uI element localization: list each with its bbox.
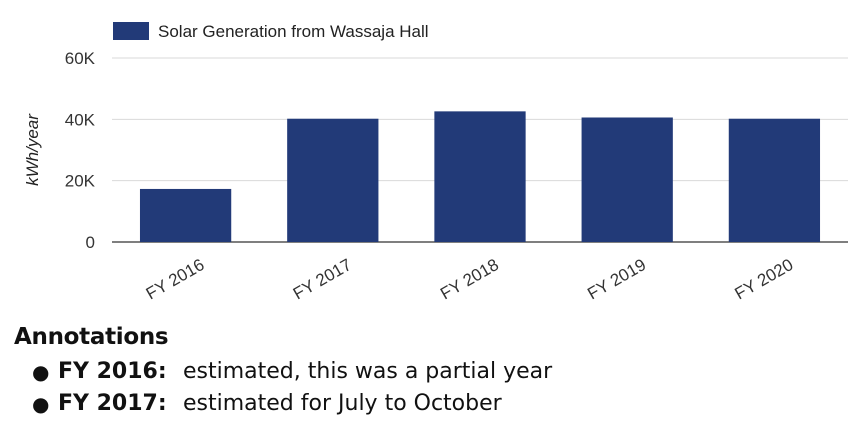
y-tick-label: 0 [86, 233, 95, 252]
bar [434, 111, 526, 242]
x-tick-label: FY 2017 [290, 255, 355, 303]
y-tick-label: 60K [65, 49, 96, 68]
annotation-key: FY 2017: [58, 391, 167, 416]
bar [581, 117, 673, 242]
y-axis-label: kWh/year [23, 113, 42, 186]
x-tick-label: FY 2019 [584, 255, 649, 303]
annotations-heading: Annotations [14, 324, 169, 350]
annotation-key: FY 2016: [58, 359, 167, 384]
x-tick-label: FY 2018 [437, 255, 502, 303]
annotation-text: estimated for July to October [183, 391, 502, 416]
legend-swatch [113, 22, 149, 40]
x-tick-label: FY 2020 [732, 255, 797, 303]
annotation-item: ● FY 2016: estimated, this was a partial… [32, 356, 854, 388]
bar [287, 118, 379, 242]
bullet-icon: ● [32, 360, 50, 384]
y-tick-label: 20K [65, 172, 96, 191]
annotation-text: estimated, this was a partial year [183, 359, 553, 384]
bullet-icon: ● [32, 392, 50, 416]
annotation-item: ● FY 2017: estimated for July to October [32, 388, 854, 420]
bar [139, 188, 232, 242]
annotations-section: Annotations ● FY 2016: estimated, this w… [14, 324, 854, 420]
bar [728, 118, 821, 242]
legend-label: Solar Generation from Wassaja Hall [158, 22, 429, 41]
annotations-list: ● FY 2016: estimated, this was a partial… [14, 356, 854, 420]
x-tick-label: FY 2016 [143, 255, 208, 303]
y-tick-label: 40K [65, 110, 96, 129]
bar-chart: 0 20K 40K 60K kWh/year FY 2016 FY 2017 FY 2018 F… [23, 22, 848, 303]
